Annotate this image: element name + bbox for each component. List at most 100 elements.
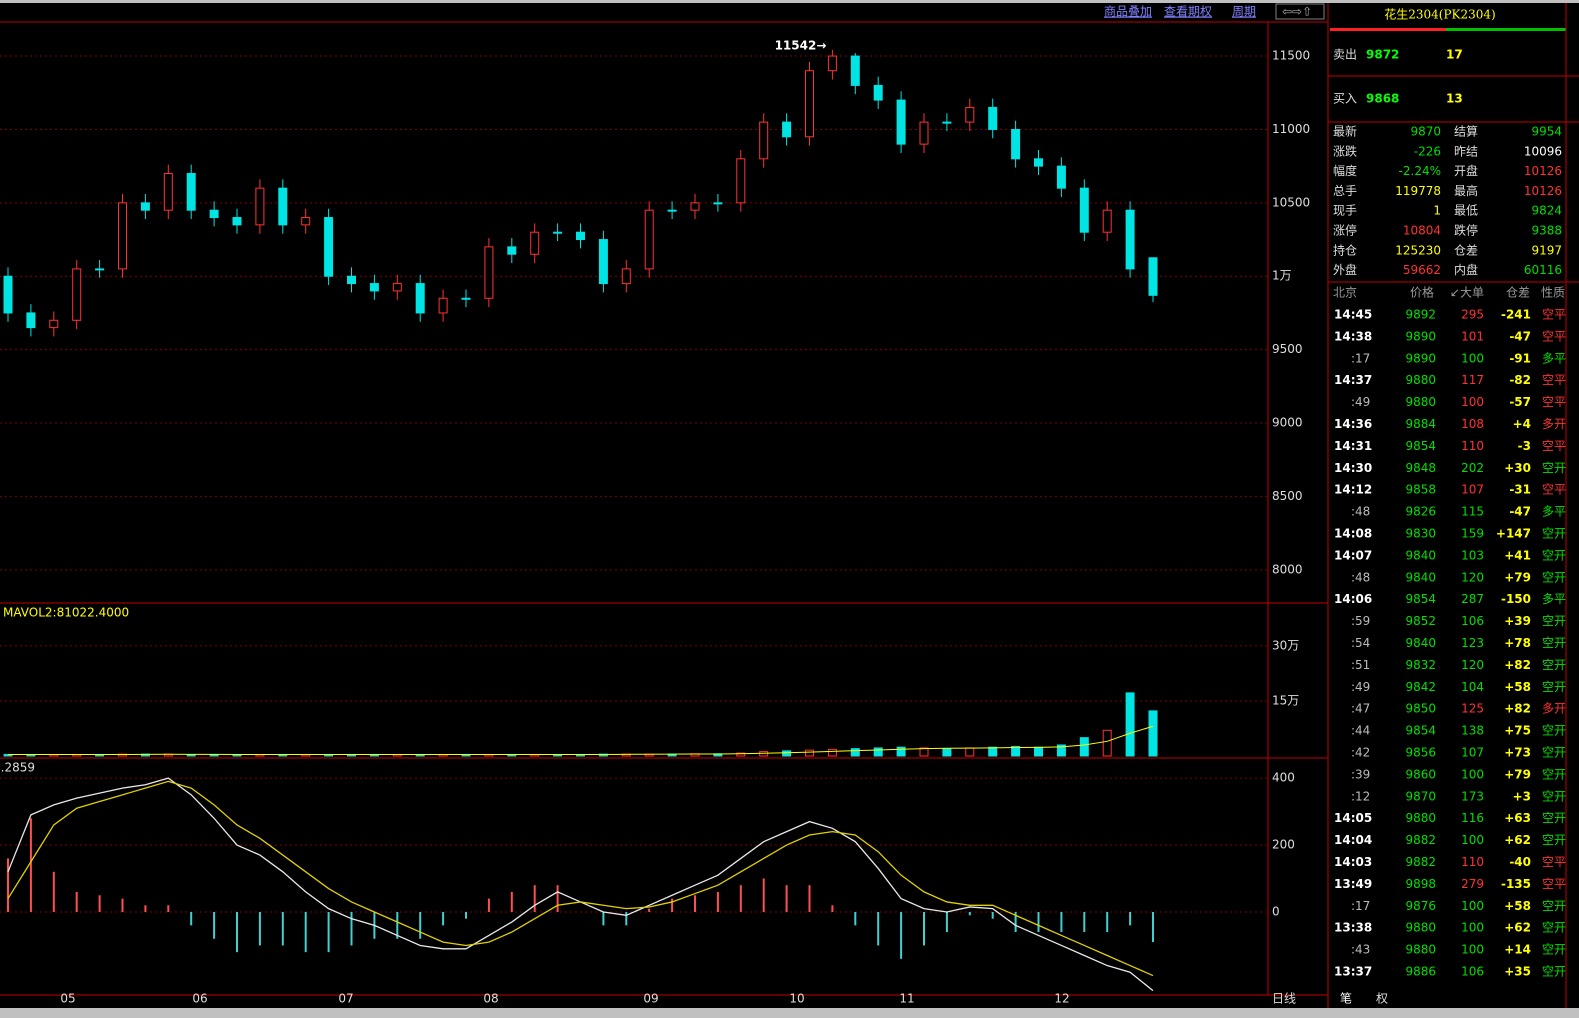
stat-value: 9954 bbox=[1531, 125, 1562, 139]
candle-body bbox=[644, 209, 654, 270]
trade-nature: 空开 bbox=[1542, 811, 1566, 825]
volume-bar bbox=[1102, 729, 1112, 757]
trade-time: 14:04 bbox=[1334, 833, 1372, 847]
stat-label: 最低 bbox=[1454, 204, 1478, 218]
trade-price: 9852 bbox=[1405, 614, 1436, 628]
x-tick-label: 07 bbox=[338, 992, 353, 1006]
volume-bar bbox=[1011, 745, 1021, 757]
trade-time: :47 bbox=[1351, 702, 1370, 716]
trade-volume: 104 bbox=[1461, 680, 1484, 694]
trade-header: 仓差 bbox=[1506, 286, 1530, 300]
trade-time: 14:07 bbox=[1334, 548, 1372, 562]
macd-bar bbox=[1152, 911, 1154, 943]
trade-volume: 287 bbox=[1461, 592, 1484, 606]
bottom-edge bbox=[0, 1008, 1579, 1018]
macd-bar bbox=[350, 911, 353, 946]
trade-nature: 多平 bbox=[1542, 592, 1566, 606]
macd-bar bbox=[785, 885, 788, 912]
trade-time: :17 bbox=[1351, 899, 1370, 913]
trade-nature: 空开 bbox=[1542, 680, 1566, 694]
trade-volume: 202 bbox=[1461, 461, 1484, 475]
candle-body bbox=[873, 84, 883, 101]
trade-time: 14:45 bbox=[1334, 308, 1372, 322]
candle-body bbox=[850, 55, 860, 86]
trade-price: 9892 bbox=[1405, 308, 1436, 322]
trade-nature: 空平 bbox=[1542, 877, 1566, 891]
candle-body bbox=[736, 158, 746, 204]
trade-nature: 空开 bbox=[1542, 548, 1566, 562]
candle-body bbox=[1034, 158, 1043, 167]
trade-change: +62 bbox=[1504, 921, 1531, 935]
toolbar-link[interactable]: 周期 bbox=[1232, 5, 1256, 19]
trade-change: -241 bbox=[1501, 308, 1531, 322]
trade-nature: 空开 bbox=[1542, 658, 1566, 672]
trade-change: +147 bbox=[1496, 527, 1531, 541]
trade-nature: 空开 bbox=[1542, 789, 1566, 803]
candle-body bbox=[415, 283, 425, 314]
y-tick-label: 9500 bbox=[1272, 342, 1303, 356]
candle-body bbox=[95, 268, 105, 271]
trade-volume: 100 bbox=[1461, 833, 1484, 847]
stat-label: 涨跌 bbox=[1333, 143, 1357, 158]
stat-value: 10126 bbox=[1524, 164, 1562, 178]
macd-bar bbox=[648, 908, 651, 912]
macd-bar bbox=[1083, 911, 1086, 933]
trade-time: 14:36 bbox=[1334, 417, 1372, 431]
macd-bar bbox=[52, 871, 55, 912]
quote-label: 买入 bbox=[1333, 92, 1357, 106]
trade-volume: 120 bbox=[1461, 570, 1484, 584]
footer-tab[interactable]: 笔 bbox=[1340, 991, 1352, 1006]
trade-price: 9854 bbox=[1405, 592, 1436, 606]
trade-nature: 空平 bbox=[1542, 329, 1566, 343]
y-tick-label: 1万 bbox=[1272, 269, 1292, 283]
trade-price: 9848 bbox=[1405, 461, 1436, 475]
macd-bar bbox=[327, 911, 330, 953]
trade-change: -47 bbox=[1509, 505, 1531, 519]
y-tick-label: 11500 bbox=[1272, 49, 1310, 63]
trade-nature: 空平 bbox=[1542, 395, 1566, 409]
macd-bar bbox=[831, 905, 834, 912]
trade-nature: 空开 bbox=[1542, 461, 1566, 475]
stat-label: 总手 bbox=[1333, 184, 1357, 198]
candle-body bbox=[690, 202, 700, 211]
quote-volume: 13 bbox=[1446, 92, 1463, 106]
toolbar-link[interactable]: 商品叠加 bbox=[1104, 4, 1152, 19]
volume-bar bbox=[805, 749, 814, 757]
macd-bar bbox=[442, 911, 445, 926]
footer-tab[interactable]: 权 bbox=[1376, 992, 1388, 1006]
volume-bar bbox=[736, 752, 746, 757]
macd-bar bbox=[945, 911, 948, 933]
trade-change: -3 bbox=[1518, 439, 1531, 453]
stat-value: 10804 bbox=[1403, 224, 1441, 238]
trade-nature: 多开 bbox=[1542, 417, 1566, 431]
macd-bar bbox=[465, 911, 467, 919]
stat-label: 幅度 bbox=[1333, 163, 1357, 178]
trade-change: +63 bbox=[1504, 811, 1531, 825]
trade-volume: 138 bbox=[1461, 724, 1484, 738]
trade-volume: 106 bbox=[1461, 965, 1484, 979]
candle-body bbox=[1056, 165, 1066, 189]
macd-bar bbox=[556, 885, 559, 912]
toolbar-link[interactable]: 查看期权 bbox=[1164, 5, 1212, 19]
trade-price: 9890 bbox=[1405, 329, 1436, 343]
trade-change: -40 bbox=[1509, 855, 1531, 869]
trade-price: 9840 bbox=[1405, 570, 1436, 584]
macd-bar bbox=[510, 891, 513, 912]
macd-bar bbox=[808, 885, 811, 912]
trade-price: 9876 bbox=[1405, 899, 1436, 913]
trade-nature: 空开 bbox=[1542, 570, 1566, 584]
macd-dea bbox=[7, 780, 1154, 977]
candle-body bbox=[667, 209, 677, 212]
quote-price: 9872 bbox=[1366, 48, 1399, 62]
nav-buttons[interactable] bbox=[1275, 3, 1325, 20]
volume-bar bbox=[1056, 744, 1066, 757]
trade-volume: 106 bbox=[1461, 614, 1484, 628]
volume-bar bbox=[1034, 746, 1043, 757]
trade-header: 价格 bbox=[1410, 285, 1434, 300]
trade-header: 性质 bbox=[1541, 286, 1565, 300]
macd-bar bbox=[75, 891, 78, 912]
candle-body bbox=[484, 246, 494, 299]
volume-bar bbox=[1079, 737, 1089, 757]
trade-time: :49 bbox=[1351, 395, 1370, 409]
